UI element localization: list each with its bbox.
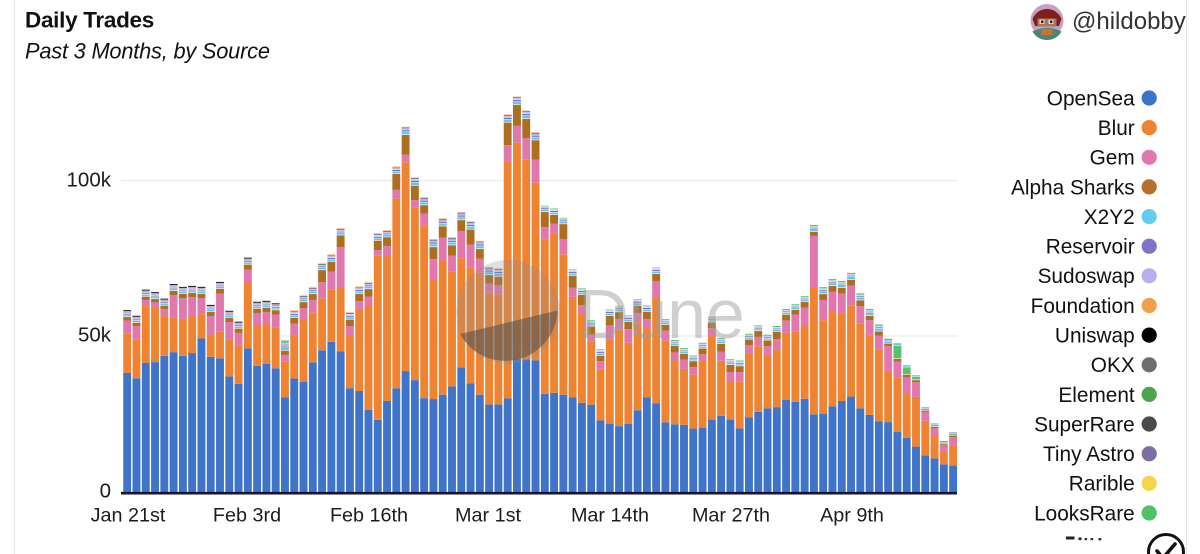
svg-text:Jan 21st: Jan 21st <box>91 505 166 527</box>
svg-text:50k: 50k <box>78 324 112 347</box>
svg-text:Alpha Sharks: Alpha Sharks <box>1011 176 1135 199</box>
svg-text:Gem: Gem <box>1090 147 1135 170</box>
svg-text:Tiny Astro: Tiny Astro <box>1043 443 1135 466</box>
svg-text:Sudoswap: Sudoswap <box>1038 265 1135 288</box>
svg-text:Feb 16th: Feb 16th <box>330 505 408 527</box>
svg-text:Apr 9th: Apr 9th <box>820 505 884 527</box>
svg-text:Uniswap: Uniswap <box>1055 325 1135 348</box>
svg-text:Daily Trades: Daily Trades <box>25 8 154 33</box>
svg-text:Rarible: Rarible <box>1069 473 1135 496</box>
svg-text:Dune: Dune <box>578 275 745 353</box>
svg-text:Mar 14th: Mar 14th <box>571 505 649 527</box>
svg-text:SuperRare: SuperRare <box>1034 413 1135 436</box>
svg-text:OpenSea: OpenSea <box>1047 87 1135 110</box>
svg-text:Feb 3rd: Feb 3rd <box>213 505 281 527</box>
svg-text:100k: 100k <box>67 169 112 192</box>
svg-text:Past 3 Months, by Source: Past 3 Months, by Source <box>25 39 270 64</box>
svg-text:Blur: Blur <box>1098 117 1135 140</box>
svg-text:X2Y2: X2Y2 <box>1084 206 1135 229</box>
svg-text:Foundation: Foundation <box>1031 295 1135 318</box>
svg-text:OKX: OKX <box>1091 354 1135 377</box>
svg-text:Element: Element <box>1058 384 1135 407</box>
svg-text:Mar 1st: Mar 1st <box>455 505 521 527</box>
svg-text:LooksRare: LooksRare <box>1034 502 1135 525</box>
svg-text:Mar 27th: Mar 27th <box>692 505 770 527</box>
svg-text:0: 0 <box>100 480 111 503</box>
svg-text:Reservoir: Reservoir <box>1046 236 1135 259</box>
svg-text:@hildobby: @hildobby <box>1072 8 1186 35</box>
